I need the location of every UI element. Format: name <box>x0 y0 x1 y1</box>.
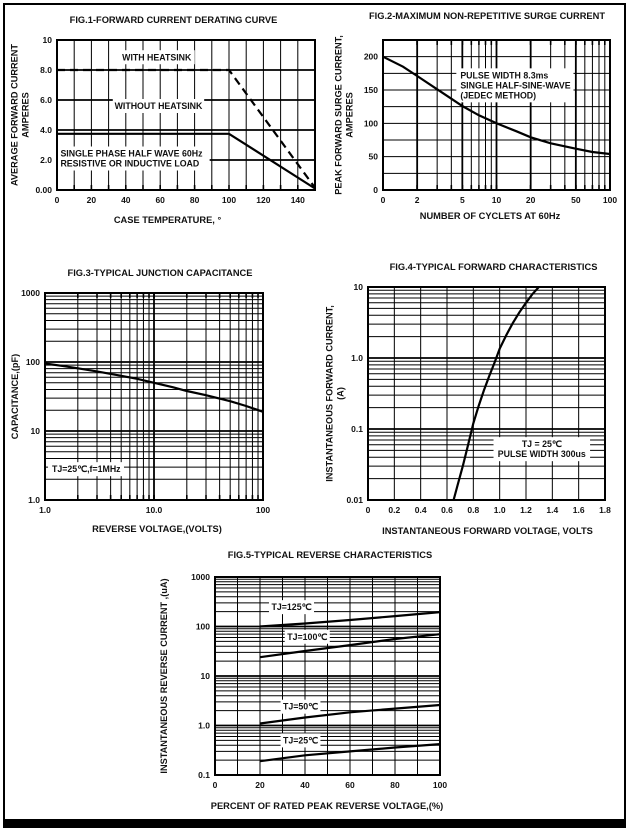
svg-text:80: 80 <box>390 780 400 790</box>
fig2-surge-current-chart: FIG.2-MAXIMUM NON-REPETITIVE SURGE CURRE… <box>332 9 622 225</box>
svg-text:5: 5 <box>460 195 465 205</box>
svg-text:10.0: 10.0 <box>146 505 163 515</box>
chart-title: FIG.2-MAXIMUM NON-REPETITIVE SURGE CURRE… <box>368 11 606 21</box>
svg-text:PULSE WIDTH 300us: PULSE WIDTH 300us <box>498 449 586 459</box>
x-axis-label: PERCENT OF RATED PEAK REVERSE VOLTAGE,(%… <box>210 801 444 811</box>
svg-text:1.2: 1.2 <box>520 505 532 515</box>
svg-text:40: 40 <box>300 780 310 790</box>
fig1-forward-current-derating-chart: FIG.1-FORWARD CURRENT DERATING CURVE WIT… <box>10 13 325 229</box>
x-axis-label: CASE TEMPERATURE, ° <box>113 215 222 225</box>
svg-text:0: 0 <box>366 505 371 515</box>
svg-text:0.2: 0.2 <box>388 505 400 515</box>
svg-text:0.4: 0.4 <box>415 505 427 515</box>
fig4-forward-characteristics-chart: FIG.4-TYPICAL FORWARD CHARACTERISTICS TJ… <box>325 260 622 540</box>
svg-text:0.00: 0.00 <box>35 185 52 195</box>
svg-text:INSTANTANEOUS REVERSE CURREN: INSTANTANEOUS REVERSE CURRENT ,(uA) <box>159 578 169 773</box>
svg-text:120: 120 <box>256 195 270 205</box>
svg-text:1000: 1000 <box>191 572 210 582</box>
chart-title: FIG.1-FORWARD CURRENT DERATING CURVE <box>69 15 278 25</box>
svg-text:0.8: 0.8 <box>467 505 479 515</box>
x-axis-label: REVERSE VOLTAGE,(VOLTS) <box>92 524 222 534</box>
svg-text:1.0: 1.0 <box>28 495 40 505</box>
svg-text:TJ=25℃,f=1MHz: TJ=25℃,f=1MHz <box>52 464 121 474</box>
svg-text:200: 200 <box>364 52 378 62</box>
svg-text:100: 100 <box>364 118 378 128</box>
svg-text:TJ = 25℃: TJ = 25℃ <box>522 439 562 449</box>
svg-text:0: 0 <box>213 780 218 790</box>
svg-text:1.6: 1.6 <box>573 505 585 515</box>
svg-text:(JEDEC METHOD): (JEDEC METHOD) <box>460 90 536 100</box>
svg-text:6.0: 6.0 <box>40 95 52 105</box>
svg-text:1000: 1000 <box>21 288 40 298</box>
svg-text:4.0: 4.0 <box>40 125 52 135</box>
svg-text:PEAK FORWARD SURGE CURRENT,AMP: PEAK FORWARD SURGE CURRENT,AMPERES <box>334 35 355 195</box>
fig5-reverse-characteristics-chart: FIG.5-TYPICAL REVERSE CHARACTERISTICS TJ… <box>152 548 452 815</box>
svg-text:100: 100 <box>433 780 447 790</box>
svg-text:RESISTIVE OR INDUCTIVE LOAD: RESISTIVE OR INDUCTIVE LOAD <box>60 159 199 169</box>
svg-text:0: 0 <box>373 185 378 195</box>
svg-text:0: 0 <box>55 195 60 205</box>
svg-text:100: 100 <box>222 195 236 205</box>
svg-text:20: 20 <box>255 780 265 790</box>
svg-text:100: 100 <box>256 505 270 515</box>
svg-text:0.01: 0.01 <box>346 495 363 505</box>
svg-text:TJ=25℃: TJ=25℃ <box>283 735 318 745</box>
svg-text:100: 100 <box>603 195 617 205</box>
svg-text:1.0: 1.0 <box>351 353 363 363</box>
svg-text:CAPACITANCE,(pF): CAPACITANCE,(pF) <box>10 354 20 439</box>
svg-text:20: 20 <box>526 195 536 205</box>
svg-text:10: 10 <box>43 35 53 45</box>
chart-plot: WITH HEATSINK WITHOUT HEATSINK SINGLE PHAS… <box>10 35 316 205</box>
svg-text:10: 10 <box>201 671 211 681</box>
svg-text:140: 140 <box>291 195 305 205</box>
svg-text:0.1: 0.1 <box>351 424 363 434</box>
svg-text:80: 80 <box>190 195 200 205</box>
chart-title: FIG.5-TYPICAL REVERSE CHARACTERISTICS <box>227 550 433 560</box>
svg-text:PULSE WIDTH 8.3ms: PULSE WIDTH 8.3ms <box>460 70 548 80</box>
svg-text:20: 20 <box>87 195 97 205</box>
x-axis-label: NUMBER OF CYCLETS AT 60Hz <box>419 211 561 221</box>
svg-text:1.4: 1.4 <box>546 505 558 515</box>
svg-text:50: 50 <box>369 152 379 162</box>
svg-text:1.8: 1.8 <box>599 505 611 515</box>
x-axis-label: INSTANTANEOUS FORWARD VOLTAGE, VOLTS <box>382 526 593 536</box>
svg-text:AVERAGE FORWARD CURRENTAMPERES: AVERAGE FORWARD CURRENTAMPERES <box>10 44 31 186</box>
svg-text:WITHOUT HEATSINK: WITHOUT HEATSINK <box>115 101 203 111</box>
fig3-junction-capacitance-chart: FIG.3-TYPICAL JUNCTION CAPACITANCE TJ=25… <box>8 266 278 538</box>
chart-plot: TJ=125℃ TJ=100℃ TJ=50℃ TJ=25℃ 0 20 40 60 80 100 0.… <box>159 572 447 790</box>
svg-text:2: 2 <box>415 195 420 205</box>
chart-title: FIG.3-TYPICAL JUNCTION CAPACITANCE <box>67 268 253 278</box>
svg-text:40: 40 <box>121 195 131 205</box>
svg-text:8.0: 8.0 <box>40 65 52 75</box>
svg-text:SINGLE HALF-SINE-WAVE: SINGLE HALF-SINE-WAVE <box>460 80 570 90</box>
svg-text:60: 60 <box>345 780 355 790</box>
svg-text:100: 100 <box>196 622 210 632</box>
svg-text:WITH HEATSINK: WITH HEATSINK <box>122 52 192 62</box>
svg-text:100: 100 <box>26 357 40 367</box>
svg-text:TJ=100℃: TJ=100℃ <box>287 632 327 642</box>
svg-text:0.6: 0.6 <box>441 505 453 515</box>
svg-text:TJ=50℃: TJ=50℃ <box>283 702 318 712</box>
svg-text:10: 10 <box>31 426 41 436</box>
svg-text:10: 10 <box>492 195 502 205</box>
svg-text:0.1: 0.1 <box>198 770 210 780</box>
chart-title: FIG.4-TYPICAL FORWARD CHARACTERISTICS <box>389 262 598 272</box>
svg-text:INSTANTANEOUS FORWARD CURRENT,: INSTANTANEOUS FORWARD CURRENT,(A) <box>325 305 346 482</box>
svg-text:1.0: 1.0 <box>39 505 51 515</box>
svg-text:1.0: 1.0 <box>198 721 210 731</box>
svg-text:50: 50 <box>571 195 581 205</box>
svg-text:0: 0 <box>381 195 386 205</box>
chart-plot: TJ=25℃,f=1MHz 1.0 10.0 100 1.0 10 100 1000 CAPAC… <box>10 288 270 515</box>
svg-text:TJ=125℃: TJ=125℃ <box>272 602 312 612</box>
svg-text:10: 10 <box>354 282 364 292</box>
svg-text:1.0: 1.0 <box>494 505 506 515</box>
svg-text:150: 150 <box>364 85 378 95</box>
svg-text:2.0: 2.0 <box>40 155 52 165</box>
svg-text:60: 60 <box>155 195 165 205</box>
svg-text:SINGLE PHASE HALF WAVE 60Hz: SINGLE PHASE HALF WAVE 60Hz <box>60 149 203 159</box>
